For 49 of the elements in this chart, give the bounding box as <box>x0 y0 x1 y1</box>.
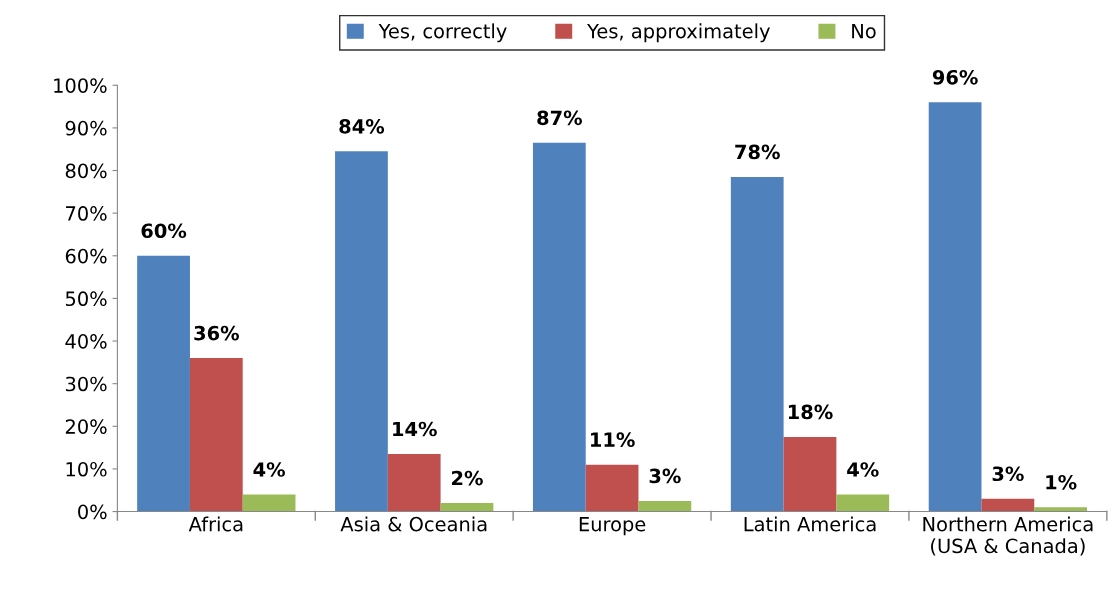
bar <box>638 500 692 512</box>
x-tick-label: Asia & Oceania <box>340 516 487 532</box>
y-tick-label: 40% <box>65 334 107 349</box>
bar <box>335 151 388 512</box>
x-tick-label: Europe <box>579 517 646 536</box>
data-label: 11% <box>591 432 635 448</box>
bar <box>783 436 837 512</box>
data-label: 1% <box>1046 474 1077 490</box>
x-tick-label: Latin America <box>744 516 876 532</box>
data-label: 4% <box>847 462 879 477</box>
bar <box>532 142 586 512</box>
bar <box>928 102 982 512</box>
y-tick-label: 90% <box>65 120 107 136</box>
bar <box>730 176 784 512</box>
y-tick-label: 0% <box>78 504 107 520</box>
y-tick-label: 60% <box>65 248 107 264</box>
data-label: 4% <box>253 462 285 477</box>
y-tick-label: 10% <box>66 461 107 477</box>
data-label: 3% <box>649 468 681 484</box>
bar <box>981 498 1035 512</box>
data-label: 84% <box>339 118 385 134</box>
data-label: 78% <box>735 144 780 160</box>
data-label: 3% <box>992 466 1024 482</box>
bar <box>137 255 190 512</box>
data-label: 60% <box>141 223 187 239</box>
bar <box>585 464 639 512</box>
data-label: 18% <box>788 404 833 420</box>
data-label: 36% <box>194 325 239 341</box>
bar <box>1034 507 1088 512</box>
y-tick-label: 20% <box>65 419 107 434</box>
bar <box>242 494 296 512</box>
bar <box>387 454 441 512</box>
legend-label: Yes, correctly <box>378 23 507 43</box>
data-label: 2% <box>452 470 483 486</box>
y-tick-label: 50% <box>65 291 107 307</box>
x-tick-label: Africa <box>188 516 243 532</box>
y-tick-label: 70% <box>66 206 107 221</box>
legend-label: No <box>852 23 876 39</box>
y-tick-label: 80% <box>65 163 107 179</box>
bar <box>189 358 243 512</box>
y-tick-label: 30% <box>65 376 107 392</box>
bar <box>440 503 494 512</box>
x-tick-label: Northern America (USA & Canada) <box>923 516 1093 556</box>
legend-label: Yes, approximately <box>587 23 770 43</box>
y-tick-label: 100% <box>54 78 107 93</box>
data-label: 14% <box>393 421 437 437</box>
bar <box>836 494 890 512</box>
data-label: 96% <box>932 69 978 85</box>
data-label: 87% <box>537 110 582 126</box>
